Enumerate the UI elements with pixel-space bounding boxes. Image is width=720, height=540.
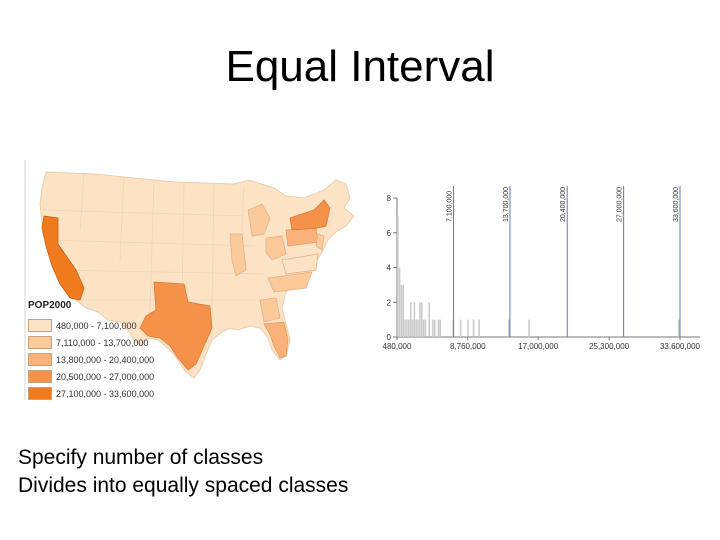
legend-title: POP2000 xyxy=(28,300,72,311)
histogram-bar xyxy=(409,302,412,337)
state-new-jersey xyxy=(315,233,325,251)
legend-label: 480,000 - 7,100,000 xyxy=(56,320,137,331)
histogram-bar xyxy=(400,284,403,337)
histogram-bar xyxy=(404,319,406,337)
state-north-carolina xyxy=(267,271,313,293)
legend-row: 7,110,000 - 13,700,000 xyxy=(28,334,198,351)
slide-title: Equal Interval xyxy=(225,42,495,91)
legend-label: 7,110,000 - 13,700,000 xyxy=(56,337,149,348)
histogram-bar xyxy=(411,319,414,337)
class-break-label: 20,400,000 xyxy=(560,187,567,222)
x-tick-label: 8,760,000 xyxy=(450,342,486,351)
y-tick-label: 4 xyxy=(387,264,392,273)
histogram-bar xyxy=(397,215,399,337)
state-virginia xyxy=(281,253,319,275)
legend-label: 27,100,000 - 33,600,000 xyxy=(56,388,155,399)
y-tick-label: 6 xyxy=(387,229,392,238)
state-illinois xyxy=(229,233,247,277)
histogram-bar xyxy=(507,319,510,337)
state-ohio xyxy=(265,235,287,261)
histogram-bar xyxy=(424,319,427,337)
state-new-york xyxy=(289,199,331,231)
histogram-bar xyxy=(437,319,440,337)
class-histogram: 0 2 4 6 8 7,100,000 13,700,000 20,400,000 27,000… xyxy=(370,180,710,360)
state-borders xyxy=(41,173,274,311)
map-legend: POP2000 480,000 - 7,100,000 7,110,000 - 1… xyxy=(28,300,198,402)
histogram-bar xyxy=(478,319,480,337)
legend-label: 13,800,000 - 20,400,000 xyxy=(56,354,155,365)
x-tick-label: 17,000,000 xyxy=(518,342,559,351)
histogram-bar xyxy=(433,319,436,337)
bullet-1: Specify number of classes xyxy=(18,446,264,469)
histogram-bar xyxy=(459,319,462,337)
legend-swatch xyxy=(28,336,52,349)
bullet-list: Specify number of classes Divides into e… xyxy=(18,444,618,500)
histogram-bar xyxy=(422,319,425,337)
state-california xyxy=(41,215,85,301)
histogram-bar xyxy=(419,302,421,337)
histogram-bar xyxy=(472,319,475,337)
histogram-bar xyxy=(528,319,530,337)
class-break-label: 27,000,000 xyxy=(617,187,624,222)
x-tick-label: 33,600,000 xyxy=(660,342,701,351)
y-tick-label: 0 xyxy=(387,333,392,342)
class-break-label: 7,100,000 xyxy=(447,191,454,222)
class-break-label: 13,700,000 xyxy=(503,187,510,222)
class-break-label: 33,600,000 xyxy=(673,187,680,222)
state-florida xyxy=(263,321,289,359)
histogram-bar xyxy=(421,302,423,337)
histogram-bar xyxy=(406,319,408,337)
state-texas xyxy=(139,281,213,371)
legend-row: 480,000 - 7,100,000 xyxy=(28,317,198,334)
legend-swatch xyxy=(28,370,52,383)
bullet-2: Divides into equally spaced classes xyxy=(18,474,349,497)
legend-swatch xyxy=(28,319,52,332)
state-georgia xyxy=(259,297,281,323)
histogram-bar xyxy=(439,319,442,337)
legend-swatch xyxy=(28,353,52,366)
histogram-bar xyxy=(467,319,469,337)
legend-row: 20,500,000 - 27,000,000 xyxy=(28,368,198,385)
histogram-svg: 0 2 4 6 8 7,100,000 13,700,000 20,400,000 27,000… xyxy=(383,186,701,351)
x-tick-label: 25,300,000 xyxy=(589,342,630,351)
histogram-bar xyxy=(432,319,434,337)
histogram-bar xyxy=(413,302,416,337)
legend-row: 13,800,000 - 20,400,000 xyxy=(28,351,198,368)
histogram-bar xyxy=(408,319,410,337)
map-svg xyxy=(24,160,355,400)
histogram-bar xyxy=(417,319,419,337)
legend-label: 20,500,000 - 27,000,000 xyxy=(56,371,155,382)
histogram-bar xyxy=(402,284,405,337)
us-choropleth-map xyxy=(24,160,364,400)
histogram-bar xyxy=(415,319,417,337)
legend-row: 27,100,000 - 33,600,000 xyxy=(28,385,198,402)
histogram-bar xyxy=(398,267,401,337)
y-tick-label: 2 xyxy=(387,298,392,307)
y-tick-label: 8 xyxy=(387,194,392,203)
legend-swatch xyxy=(28,387,52,400)
x-tick-label: 480,000 xyxy=(383,342,412,351)
histogram-bar xyxy=(428,302,430,337)
state-michigan xyxy=(247,203,271,237)
histogram-bar xyxy=(678,319,680,337)
